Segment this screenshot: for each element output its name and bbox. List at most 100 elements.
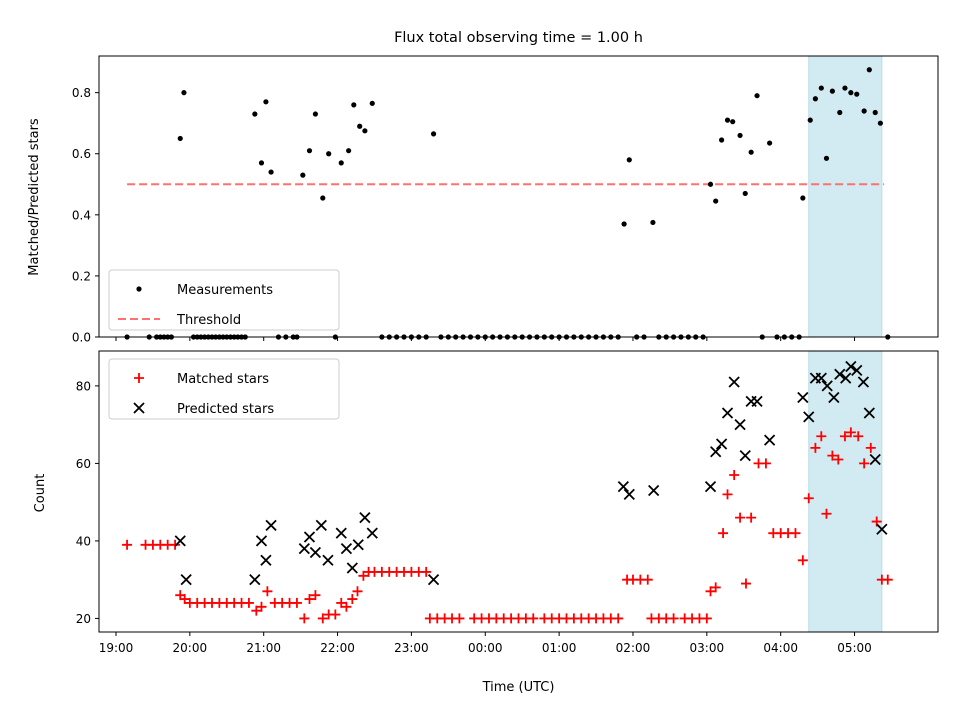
data-point-plus [701, 613, 712, 624]
data-point [351, 102, 357, 108]
data-point-x [840, 372, 852, 384]
data-point-x [828, 391, 840, 404]
data-point-x [845, 360, 857, 373]
data-point [312, 111, 318, 117]
data-point [877, 120, 883, 126]
legend-marker-plus [134, 373, 144, 383]
data-point-plus [299, 613, 310, 624]
data-point-plus [347, 594, 358, 605]
legend-marker-x [133, 402, 145, 414]
data-point [748, 149, 754, 155]
data-point-plus [810, 442, 821, 453]
bottom-x-tick-label: 04:00 [763, 641, 798, 655]
data-point-plus [821, 508, 832, 519]
data-point-x [359, 512, 371, 524]
data-point-x [335, 527, 347, 539]
bottom-series-matched-stars [122, 427, 893, 624]
data-point [812, 96, 818, 102]
data-point [861, 108, 867, 114]
data-point [306, 148, 313, 154]
bottom-x-tick-label: 02:00 [616, 641, 651, 655]
bottom-series-predicted-stars [174, 360, 888, 586]
data-point-plus [454, 613, 465, 624]
data-point-plus [243, 597, 254, 608]
data-point [719, 137, 725, 143]
top-legend-box [108, 269, 340, 331]
bottom-x-tick-label: 19:00 [99, 641, 134, 655]
top-y-tick-label: 0.8 [72, 86, 91, 100]
data-point-x [255, 535, 268, 547]
data-point-x [174, 535, 186, 547]
data-point [326, 151, 332, 157]
data-point-x [427, 574, 440, 586]
data-point-plus [790, 528, 801, 539]
bottom-chart-panel: 19:00 20:00 21:00 22:00 23:00 00:00 01:00 02:00… [76, 350, 939, 655]
data-point-plus [827, 450, 838, 461]
data-point-plus [859, 458, 870, 469]
data-point [430, 131, 437, 137]
bottom-y-tick-label: 40 [76, 534, 91, 548]
data-point-x [857, 376, 870, 388]
data-point-x [803, 411, 815, 423]
bottom-x-tick-label: 01:00 [542, 641, 577, 655]
data-point-plus [352, 586, 363, 597]
bottom-legend: Matched stars Predicted stars [108, 358, 340, 420]
data-point-plus [705, 586, 716, 597]
bottom-highlight-span [808, 350, 883, 633]
data-point-x [298, 543, 310, 555]
data-point [807, 117, 813, 123]
data-point [800, 195, 806, 201]
data-point [742, 190, 748, 197]
data-point-plus [718, 528, 729, 539]
data-point-x [821, 380, 833, 392]
data-point-x [265, 519, 277, 532]
data-point-plus [882, 574, 893, 585]
data-point-x [180, 574, 192, 586]
data-point-plus [839, 431, 850, 442]
top-chart-title: Flux total observing time = 1.00 h [394, 30, 643, 46]
data-point [268, 169, 274, 175]
data-point-x [863, 407, 875, 419]
data-point [650, 219, 656, 226]
data-point [258, 160, 265, 166]
data-point [338, 160, 344, 166]
data-point-x [322, 554, 334, 566]
data-point [362, 128, 368, 134]
legend-label: Predicted stars [177, 402, 274, 417]
data-point-x [352, 539, 364, 551]
data-point [177, 135, 183, 142]
bottom-y-axis-label: Count [33, 474, 48, 513]
data-point-plus [729, 470, 740, 481]
data-point [252, 111, 258, 117]
data-point-plus [304, 594, 315, 605]
data-point-plus [251, 605, 262, 616]
data-point-x [834, 368, 846, 380]
data-point [730, 119, 736, 125]
data-point [823, 155, 830, 161]
data-point-plus [845, 427, 856, 438]
data-point [626, 157, 632, 163]
data-point-x [648, 484, 660, 497]
data-point [300, 172, 306, 178]
bottom-x-tick-label: 00:00 [468, 641, 503, 655]
data-point-x [346, 562, 358, 574]
data-point [263, 99, 269, 105]
data-point-plus [317, 613, 328, 624]
data-point-plus [865, 442, 876, 453]
data-point-x [623, 488, 635, 501]
data-point-plus [341, 601, 352, 612]
bottom-x-tick-label: 22:00 [320, 641, 355, 655]
data-point-plus [170, 539, 181, 550]
data-point [754, 93, 760, 99]
data-point [829, 88, 835, 94]
data-point [866, 67, 872, 73]
data-point-x [704, 481, 717, 493]
data-point-x [303, 531, 316, 543]
data-point-plus [735, 512, 746, 523]
bottom-axes-frame [98, 350, 939, 633]
bottom-y-tick-label: 20 [76, 612, 91, 626]
data-point-x [715, 438, 728, 450]
data-point [724, 117, 731, 123]
data-point [818, 85, 824, 91]
